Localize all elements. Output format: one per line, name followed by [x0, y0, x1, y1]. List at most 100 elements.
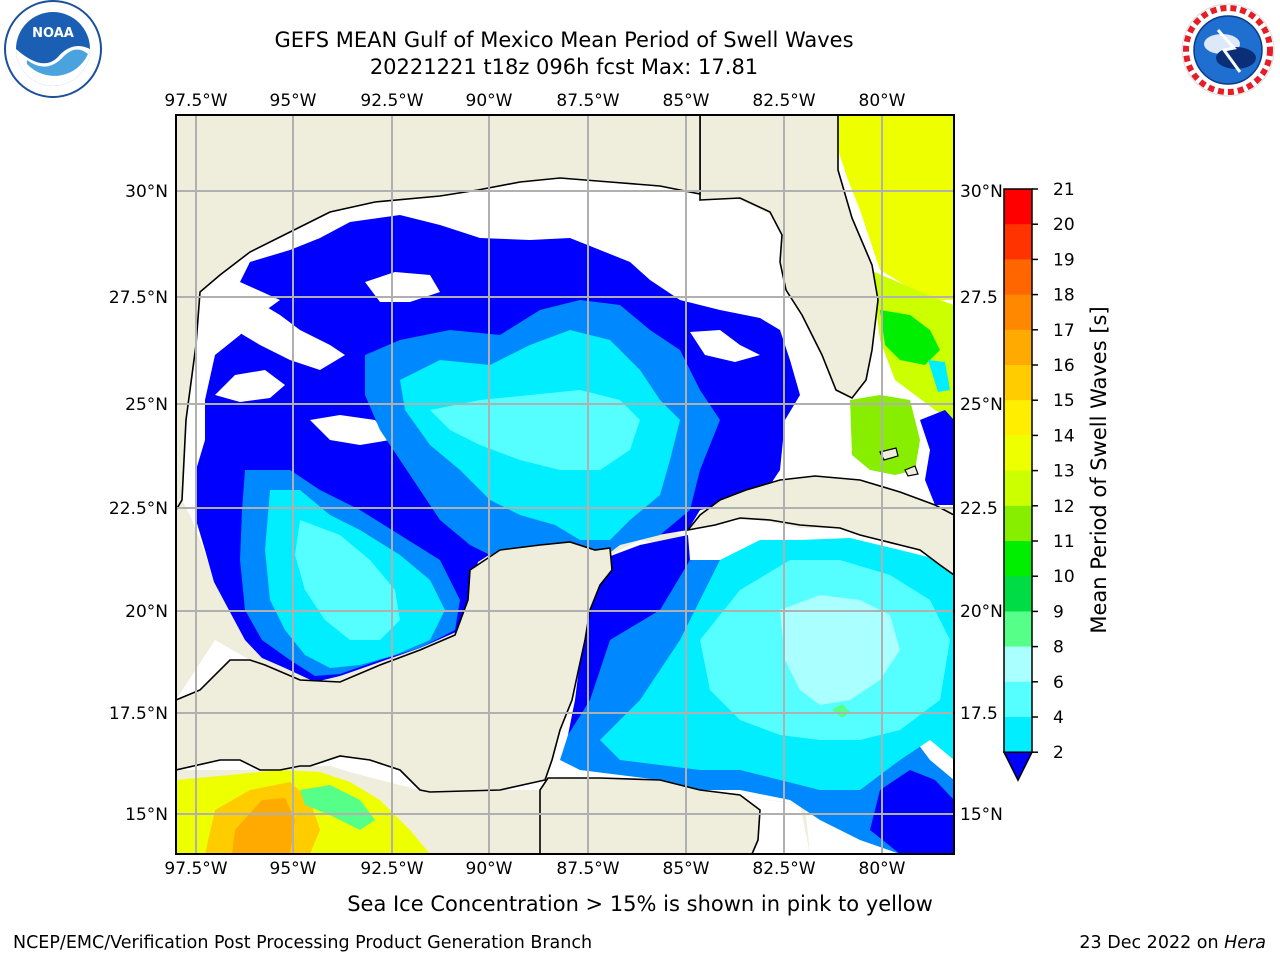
lon-label: 97.5°W — [164, 91, 227, 111]
lon-label: 90°W — [466, 859, 513, 879]
lat-label: 25°N — [960, 395, 1003, 415]
nws-logo — [1181, 3, 1275, 97]
lon-label: 95°W — [270, 859, 317, 879]
colorbar-tick-label: 18 — [1053, 286, 1075, 306]
lat-label: 30°N — [125, 182, 168, 202]
colorbar-segment — [1004, 329, 1032, 366]
colorbar-segment — [1004, 259, 1032, 296]
lon-label: 87.5°W — [556, 859, 619, 879]
colorbar-tick-label: 16 — [1053, 356, 1075, 376]
colorbar-segment — [1004, 365, 1032, 401]
lat-label: 15°N — [125, 805, 168, 825]
colorbar-tick-label: 15 — [1053, 391, 1075, 411]
colorbar-segment — [1004, 294, 1032, 331]
contour-atlantic-12-13 — [850, 395, 920, 475]
colorbar-label: Mean Period of Swell Waves [s] — [1087, 306, 1111, 633]
graticule — [176, 115, 954, 854]
colorbar-segment — [1004, 681, 1032, 718]
lon-label: 95°W — [270, 91, 317, 111]
lon-label: 80°W — [859, 859, 906, 879]
map-subtitle: 20221221 t18z 096h fcst Max: 17.81 — [369, 55, 759, 79]
lat-label: 22.5 — [960, 499, 998, 519]
colorbar-segment — [1004, 611, 1032, 648]
colorbar: 21 20 19 18 17 16 15 14 13 12 11 10 9 8 6 4 2 — [1002, 180, 1075, 782]
lon-label: 82.5°W — [752, 859, 815, 879]
nodata-patch-nw — [216, 300, 345, 370]
lat-label: 22.5°N — [109, 499, 168, 519]
lon-label: 85°W — [663, 91, 710, 111]
nodata-patch-east — [690, 330, 760, 362]
contour-atlantic-14-15 — [838, 115, 954, 300]
colorbar-segment — [1004, 400, 1032, 436]
colorbar-segment — [1004, 505, 1032, 542]
lat-label: 20°N — [960, 602, 1003, 622]
host-name: Hera — [1224, 933, 1266, 953]
land-yucatan — [176, 541, 613, 854]
date-text: 23 Dec 2022 on — [1079, 933, 1225, 953]
colorbar-tick-label: 21 — [1053, 180, 1075, 200]
lon-label: 90°W — [466, 91, 513, 111]
colorbar-segment — [1004, 646, 1032, 683]
contour-pacific-17 — [232, 798, 295, 854]
land-central-america — [539, 777, 761, 854]
colorbar-tick-label: 8 — [1053, 638, 1064, 658]
nodata-patch-north — [365, 272, 440, 302]
lat-label: 27.5°N — [109, 288, 168, 308]
lat-label: 27.5 — [960, 288, 998, 308]
lat-labels-right: 30°N 27.5 25°N 22.5 20°N 17.5 15°N — [960, 182, 1003, 825]
lon-label: 92.5°W — [360, 859, 423, 879]
colorbar-tick-label: 19 — [1053, 250, 1075, 270]
colorbar-extend-arrow — [1002, 751, 1034, 782]
colorbar-segment — [1004, 576, 1032, 612]
lat-labels-left: 30°N 27.5°N 25°N 22.5°N 20°N 17.5°N 15°N — [109, 182, 168, 825]
lon-label: 85°W — [663, 859, 710, 879]
noaa-logo-text: NOAA — [32, 26, 74, 41]
contour-green-caribbean-spot — [832, 704, 850, 718]
contour-atlantic-10-11 — [880, 310, 940, 365]
lat-label: 30°N — [960, 182, 1003, 202]
lat-label: 25°N — [125, 395, 168, 415]
colorbar-segment — [1004, 541, 1032, 577]
contour-9-10-caribbean — [780, 595, 900, 705]
lon-labels-top: 97.5°W 95°W 92.5°W 90°W 87.5°W 85°W 82.5… — [164, 91, 905, 111]
lon-label: 87.5°W — [556, 91, 619, 111]
colorbar-tick-label: 17 — [1053, 321, 1075, 341]
colorbar-tick-label: 14 — [1053, 426, 1075, 446]
contour-atlantic-cyan — [928, 360, 950, 392]
lat-label: 17.5 — [960, 704, 998, 724]
colorbar-segment — [1004, 189, 1032, 225]
noaa-logo: NOAA — [4, 0, 102, 98]
colorbar-tick-label: 9 — [1053, 602, 1064, 622]
contour-blue-caribbean-east — [870, 770, 954, 854]
land-us-gulf-coast — [176, 115, 701, 512]
map-area — [176, 115, 954, 854]
lon-label: 82.5°W — [752, 91, 815, 111]
lon-label: 92.5°W — [360, 91, 423, 111]
lon-label: 80°W — [859, 91, 906, 111]
colorbar-tick-label: 11 — [1053, 532, 1075, 552]
colorbar-segment — [1004, 470, 1032, 507]
contour-atlantic-blue — [920, 410, 954, 505]
colorbar-segment — [1004, 224, 1032, 260]
nodata-patch-west — [215, 370, 285, 402]
nodata-patch-center — [310, 415, 390, 445]
colorbar-segment — [1004, 435, 1032, 472]
map-title: GEFS MEAN Gulf of Mexico Mean Period of … — [274, 28, 854, 52]
lon-label: 97.5°W — [164, 859, 227, 879]
colorbar-tick-label: 12 — [1053, 497, 1075, 517]
contour-pacific-green — [300, 785, 375, 830]
lon-labels-bottom: 97.5°W 95°W 92.5°W 90°W 87.5°W 85°W 82.5… — [164, 859, 905, 879]
land-florida — [699, 115, 879, 400]
lat-label: 15°N — [960, 805, 1003, 825]
colorbar-tick-label: 6 — [1053, 673, 1064, 693]
credit-text: NCEP/EMC/Verification Post Processing Pr… — [13, 933, 593, 953]
date-stamp: 23 Dec 2022 on Hera — [1079, 932, 1266, 954]
lat-label: 17.5°N — [109, 704, 168, 724]
colorbar-tick-label: 10 — [1053, 567, 1075, 587]
sea-ice-note: Sea Ice Concentration > 15% is shown in … — [347, 892, 933, 916]
map-frame — [175, 114, 955, 855]
lat-label: 20°N — [125, 602, 168, 622]
colorbar-tick-label: 4 — [1053, 708, 1064, 728]
colorbar-segment — [1004, 717, 1032, 753]
